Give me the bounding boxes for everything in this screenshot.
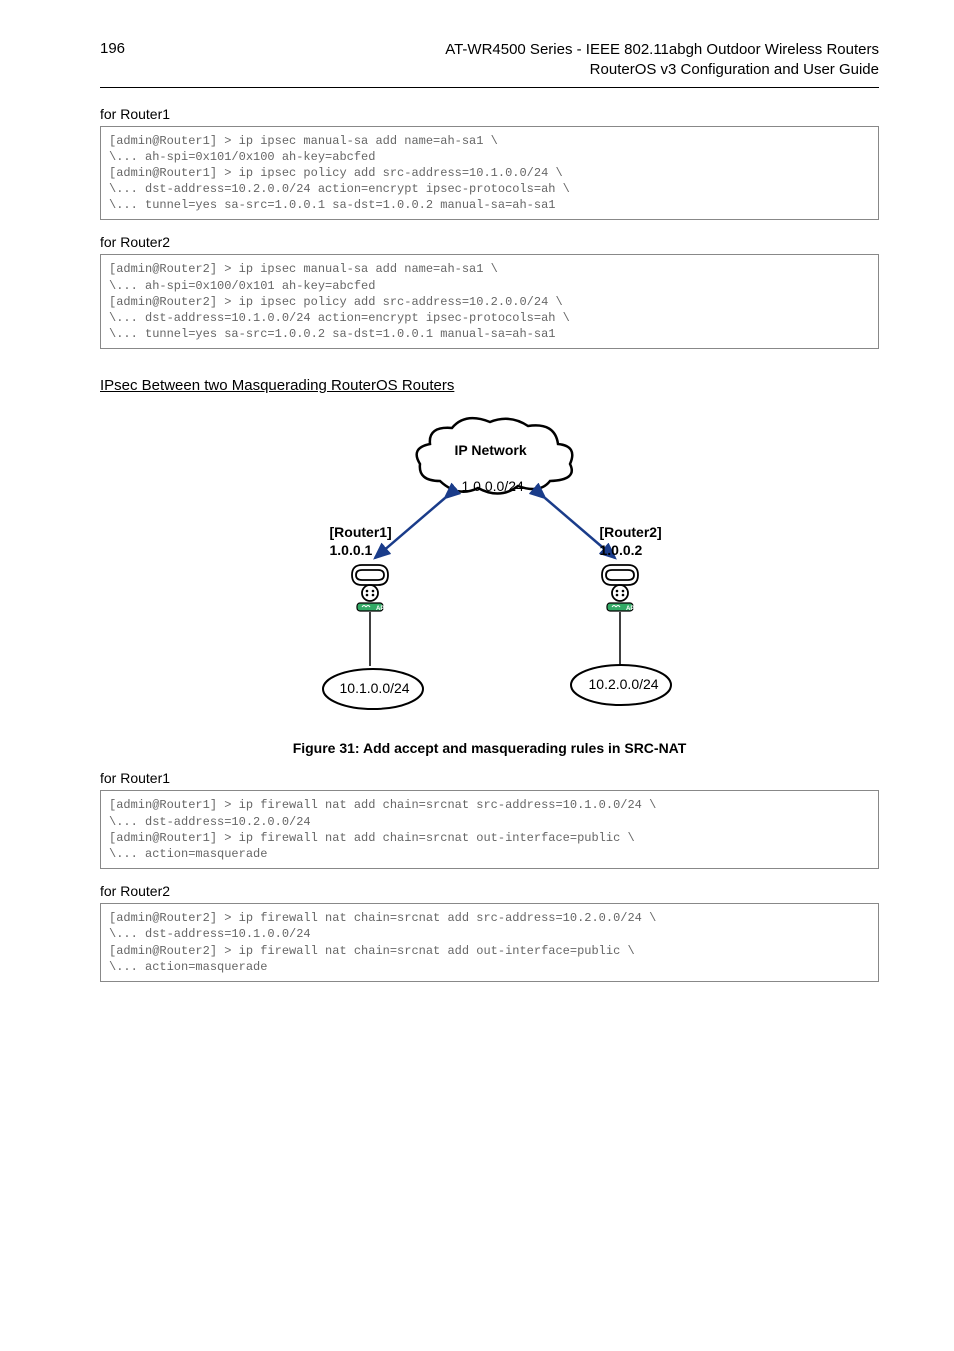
code-router1-b: [admin@Router1] > ip firewall nat add ch… bbox=[100, 790, 879, 869]
svg-text:AP: AP bbox=[626, 606, 634, 612]
label-router1-b: for Router1 bbox=[100, 770, 879, 786]
page-number: 196 bbox=[100, 40, 125, 57]
label-router2-b: for Router2 bbox=[100, 883, 879, 899]
code-router1-a: [admin@Router1] > ip ipsec manual-sa add… bbox=[100, 126, 879, 221]
figure-caption: Figure 31: Add accept and masquerading r… bbox=[100, 740, 879, 756]
lan2-label: 10.2.0.0/24 bbox=[589, 676, 659, 692]
header-line1: AT-WR4500 Series - IEEE 802.11abgh Outdo… bbox=[445, 41, 879, 58]
page-header: 196 AT-WR4500 Series - IEEE 802.11abgh O… bbox=[100, 40, 879, 88]
label-router1-a: for Router1 bbox=[100, 106, 879, 122]
figure-wrap: IP Network 1.0.0.0/24 [Router1] 1.0.0.1 bbox=[100, 416, 879, 726]
router2-icon: AP bbox=[598, 562, 642, 612]
label-router2-a: for Router2 bbox=[100, 234, 879, 250]
router2-ip: 1.0.0.2 bbox=[600, 542, 643, 558]
network-diagram: IP Network 1.0.0.0/24 [Router1] 1.0.0.1 bbox=[280, 416, 700, 726]
code-router2-b: [admin@Router2] > ip firewall nat chain=… bbox=[100, 903, 879, 982]
code-router2-a: [admin@Router2] > ip ipsec manual-sa add… bbox=[100, 254, 879, 349]
header-line2: RouterOS v3 Configuration and User Guide bbox=[590, 61, 879, 78]
router2-name: [Router2] bbox=[600, 524, 662, 540]
router1-icon: AP bbox=[348, 562, 392, 612]
lan1-label: 10.1.0.0/24 bbox=[340, 680, 410, 696]
subsection-title: IPsec Between two Masquerading RouterOS … bbox=[100, 377, 879, 394]
router1-name: [Router1] bbox=[330, 524, 392, 540]
svg-text:AP: AP bbox=[376, 606, 384, 612]
header-title: AT-WR4500 Series - IEEE 802.11abgh Outdo… bbox=[445, 40, 879, 81]
router1-ip: 1.0.0.1 bbox=[330, 542, 373, 558]
